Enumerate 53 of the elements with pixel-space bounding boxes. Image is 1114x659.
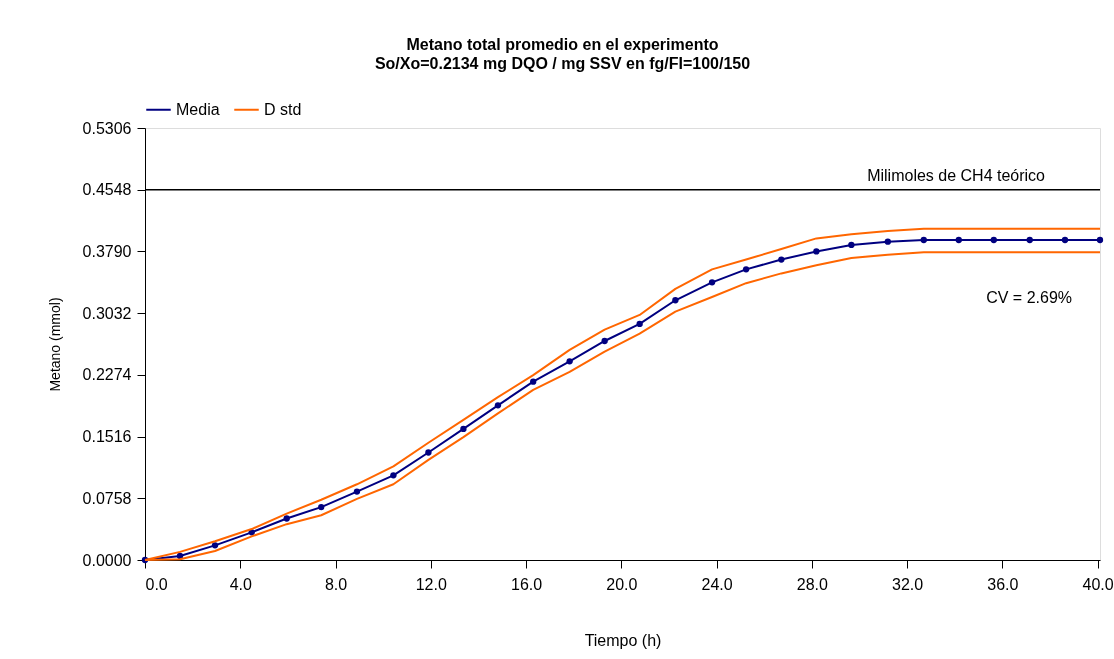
x-tick-label: 8.0: [324, 575, 348, 593]
x-tick-label: 20.0: [606, 575, 638, 593]
point: [566, 358, 573, 365]
y-tick-label: 0.5306: [82, 119, 132, 137]
point: [211, 542, 219, 549]
point: [494, 402, 502, 409]
x-tick-label: 40.0: [1082, 575, 1114, 593]
y-tick-label: 0.3790: [82, 242, 132, 260]
point: [530, 378, 537, 385]
point: [990, 236, 997, 244]
ref-line-label: Milimoles de CH4 teórico: [867, 166, 1046, 184]
x-tick-label: 28.0: [796, 575, 828, 593]
point: [708, 279, 716, 286]
point: [460, 425, 467, 433]
x-tick-label: 24.0: [701, 575, 733, 593]
y-tick-label: 0.0000: [82, 551, 132, 569]
point: [813, 248, 820, 255]
point: [176, 552, 184, 560]
y-tick-label: 0.3032: [82, 304, 132, 322]
point: [390, 472, 397, 479]
point: [1096, 236, 1104, 244]
point: [1026, 236, 1033, 244]
annotation: CV = 2.69%: [986, 289, 1072, 306]
point: [601, 337, 608, 345]
x-tick-label: 0.0: [145, 575, 168, 593]
y-tick-label: 0.1516: [82, 428, 132, 446]
y-tick-label: 0.4548: [82, 181, 132, 199]
point: [318, 503, 325, 511]
x-tick-label: 36.0: [987, 575, 1019, 593]
legend-label: Media: [176, 100, 220, 118]
chart-subtitle: So/Xo=0.2134 mg DQO / mg SSV en fg/FI=100/150: [374, 55, 751, 72]
point: [353, 488, 361, 495]
y-tick-label: 0.0758: [82, 489, 132, 507]
point: [778, 256, 785, 263]
point: [848, 241, 855, 249]
point: [742, 266, 750, 273]
x-tick-label: 4.0: [229, 575, 252, 593]
point: [283, 515, 290, 522]
y-axis-title: Metano (mmol): [46, 297, 63, 392]
point: [884, 238, 891, 245]
point: [425, 449, 432, 456]
x-tick-label: 16.0: [510, 575, 543, 593]
point: [636, 320, 643, 328]
x-axis-title: Tiempo (h): [584, 631, 662, 649]
x-tick-label: 12.0: [415, 575, 447, 593]
point: [920, 236, 927, 244]
chart-title: Metano total promedio en el experimento: [406, 36, 719, 53]
legend-label: D std: [264, 100, 302, 118]
y-tick-label: 0.2274: [82, 366, 132, 384]
point: [1061, 236, 1069, 244]
x-tick-label: 32.0: [892, 575, 924, 593]
point: [672, 297, 679, 304]
point: [955, 236, 962, 244]
